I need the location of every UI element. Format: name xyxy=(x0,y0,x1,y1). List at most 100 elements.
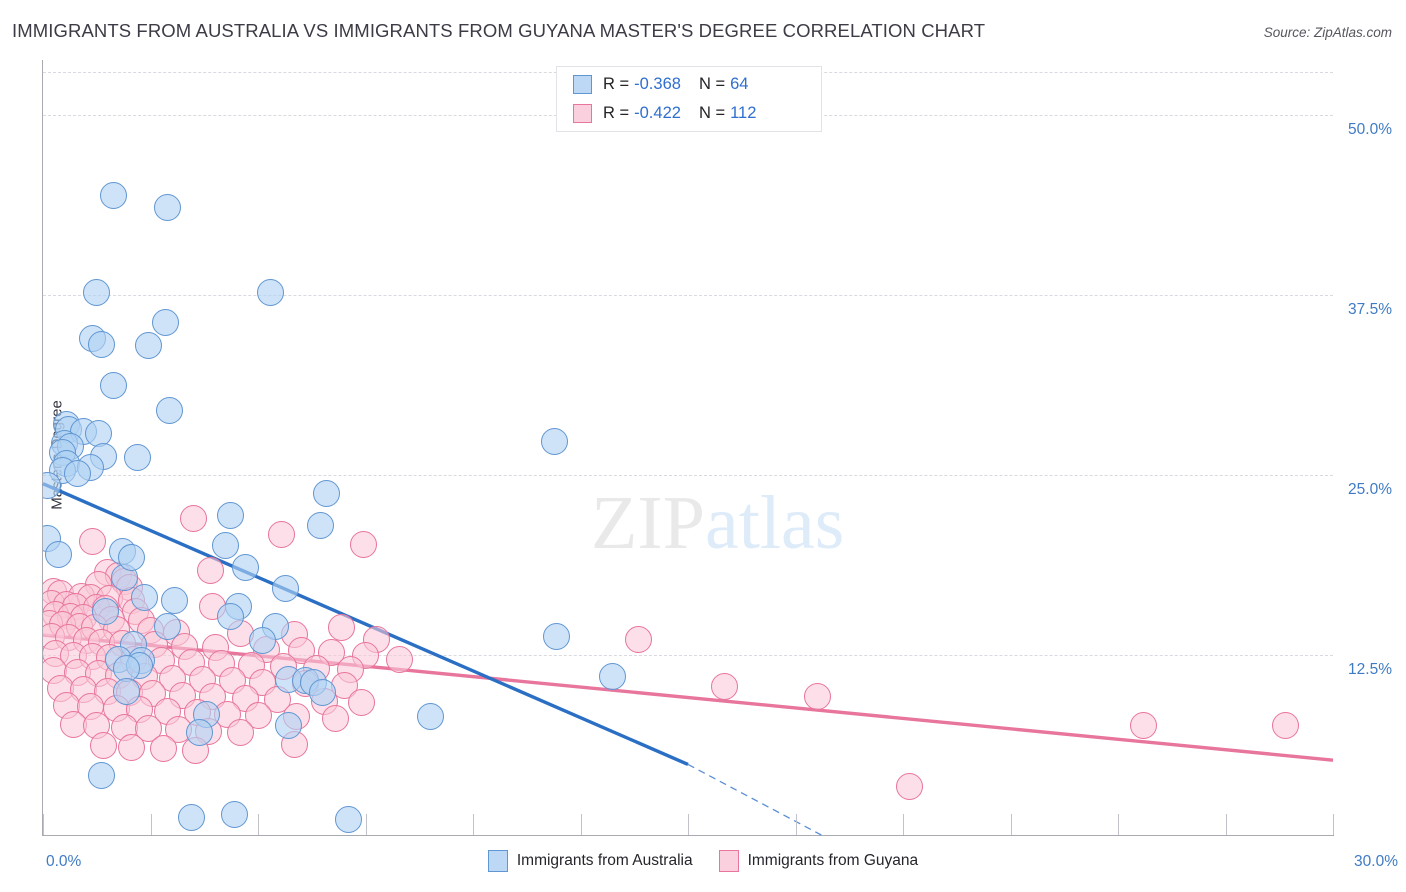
scatter-point-australia[interactable] xyxy=(154,193,182,221)
scatter-point-australia[interactable] xyxy=(216,602,244,630)
scatter-point-guyana[interactable] xyxy=(78,527,106,555)
x-axis-tick xyxy=(150,814,152,835)
scatter-point-australia[interactable] xyxy=(231,553,259,581)
scatter-point-australia[interactable] xyxy=(216,501,244,529)
r-label-australia: R = xyxy=(603,74,630,93)
scatter-point-australia[interactable] xyxy=(306,511,334,539)
x-axis-tick xyxy=(580,814,582,835)
scatter-point-guyana[interactable] xyxy=(180,504,207,532)
scatter-point-australia[interactable] xyxy=(212,532,240,560)
scatter-point-australia[interactable] xyxy=(272,575,300,603)
scatter-point-guyana[interactable] xyxy=(1272,712,1300,740)
scatter-point-guyana[interactable] xyxy=(89,732,117,760)
scatter-point-australia[interactable] xyxy=(248,627,276,655)
chart-legend: Immigrants from Australia Immigrants fro… xyxy=(0,850,1406,872)
legend-label-guyana: Immigrants from Guyana xyxy=(747,852,919,869)
scatter-point-guyana[interactable] xyxy=(268,520,296,548)
legend-item-australia[interactable]: Immigrants from Australia xyxy=(487,850,693,872)
scatter-point-australia[interactable] xyxy=(274,712,302,740)
scatter-point-australia[interactable] xyxy=(186,719,214,747)
y-axis-tick-label: 50.0% xyxy=(1348,121,1392,139)
x-axis-tick xyxy=(903,814,904,835)
n-label-australia: N = xyxy=(698,74,726,93)
scatter-point-australia[interactable] xyxy=(117,543,145,571)
scatter-point-guyana[interactable] xyxy=(321,704,349,732)
scatter-point-australia[interactable] xyxy=(334,805,362,833)
y-axis-tick-label: 25.0% xyxy=(1348,481,1392,499)
legend-swatch-guyana xyxy=(718,850,739,872)
scatter-point-guyana[interactable] xyxy=(347,689,375,717)
scatter-point-australia[interactable] xyxy=(309,678,336,706)
scatter-point-guyana[interactable] xyxy=(386,645,414,673)
x-axis-line xyxy=(42,835,1334,836)
page-title: IMMIGRANTS FROM AUSTRALIA VS IMMIGRANTS … xyxy=(12,20,986,41)
scatter-point-australia[interactable] xyxy=(541,428,569,456)
scatter-point-australia[interactable] xyxy=(124,444,152,472)
x-axis-tick xyxy=(365,814,367,835)
scatter-point-guyana[interactable] xyxy=(711,673,739,701)
trendline-australia-solid xyxy=(42,482,689,767)
stat-row-guyana: R = -0.422 N = 112 xyxy=(573,100,756,126)
scatter-point-guyana[interactable] xyxy=(803,683,831,711)
x-axis-tick xyxy=(258,814,259,835)
scatter-point-australia[interactable] xyxy=(134,332,162,360)
scatter-point-australia[interactable] xyxy=(220,801,248,829)
scatter-point-australia[interactable] xyxy=(100,372,128,400)
scatter-point-australia[interactable] xyxy=(154,612,182,640)
x-axis-tick xyxy=(1010,814,1012,835)
scatter-point-australia[interactable] xyxy=(100,182,128,210)
r-value-australia: -0.368 xyxy=(634,74,681,93)
x-axis-tick xyxy=(1333,814,1334,835)
x-axis-tick xyxy=(43,814,44,835)
y-axis-line xyxy=(42,60,43,836)
scatter-point-australia[interactable] xyxy=(63,460,91,488)
scatter-point-australia[interactable] xyxy=(85,419,113,447)
n-value-guyana: 112 xyxy=(730,103,757,122)
scatter-point-guyana[interactable] xyxy=(227,719,255,747)
scatter-point-australia[interactable] xyxy=(130,583,158,611)
plot-area: ZIPatlas xyxy=(42,72,1334,836)
legend-item-guyana[interactable]: Immigrants from Guyana xyxy=(718,850,919,872)
scatter-point-guyana[interactable] xyxy=(1130,712,1158,740)
x-axis-tick xyxy=(473,814,474,835)
n-label-guyana: N = xyxy=(698,103,726,122)
scatter-point-australia[interactable] xyxy=(416,703,444,731)
scatter-point-australia[interactable] xyxy=(113,654,141,682)
scatter-point-australia[interactable] xyxy=(177,804,205,832)
r-value-guyana: -0.422 xyxy=(634,103,681,122)
scatter-point-australia[interactable] xyxy=(44,540,72,568)
scatter-point-australia[interactable] xyxy=(313,480,341,508)
scatter-point-australia[interactable] xyxy=(83,278,111,306)
scatter-point-australia[interactable] xyxy=(543,622,571,650)
scatter-point-guyana[interactable] xyxy=(197,556,225,584)
scatter-point-guyana[interactable] xyxy=(895,772,923,800)
scatter-point-guyana[interactable] xyxy=(117,733,145,761)
scatter-point-australia[interactable] xyxy=(87,762,115,790)
scatter-point-australia[interactable] xyxy=(87,330,115,358)
legend-swatch-australia xyxy=(487,850,508,872)
correlation-stats-box: R = -0.368 N = 64 R = -0.422 N = 112 xyxy=(556,66,822,132)
scatter-point-guyana[interactable] xyxy=(149,735,177,763)
scatter-point-australia[interactable] xyxy=(43,471,61,499)
gridline xyxy=(43,655,1333,657)
scatter-point-guyana[interactable] xyxy=(625,625,653,653)
scatter-point-guyana[interactable] xyxy=(328,614,356,642)
scatter-point-australia[interactable] xyxy=(91,598,119,626)
scatter-points-layer xyxy=(43,72,1333,835)
scatter-point-australia[interactable] xyxy=(152,308,180,336)
scatter-point-guyana[interactable] xyxy=(349,530,377,558)
series-swatch-australia xyxy=(573,74,592,94)
source-attribution: Source: ZipAtlas.com xyxy=(1263,25,1392,40)
x-axis-tick xyxy=(1118,814,1119,835)
scatter-point-australia[interactable] xyxy=(257,278,285,306)
scatter-point-australia[interactable] xyxy=(156,396,184,424)
trendline-australia-dashed xyxy=(687,763,822,836)
scatter-point-australia[interactable] xyxy=(160,586,188,614)
r-label-guyana: R = xyxy=(603,103,630,122)
scatter-point-australia[interactable] xyxy=(113,677,141,705)
scatter-point-australia[interactable] xyxy=(599,663,627,691)
series-swatch-guyana xyxy=(573,103,592,123)
stat-row-australia: R = -0.368 N = 64 xyxy=(573,71,748,97)
y-axis-title-container: Master's Degree xyxy=(8,380,65,530)
y-axis-tick-label: 12.5% xyxy=(1348,661,1392,679)
